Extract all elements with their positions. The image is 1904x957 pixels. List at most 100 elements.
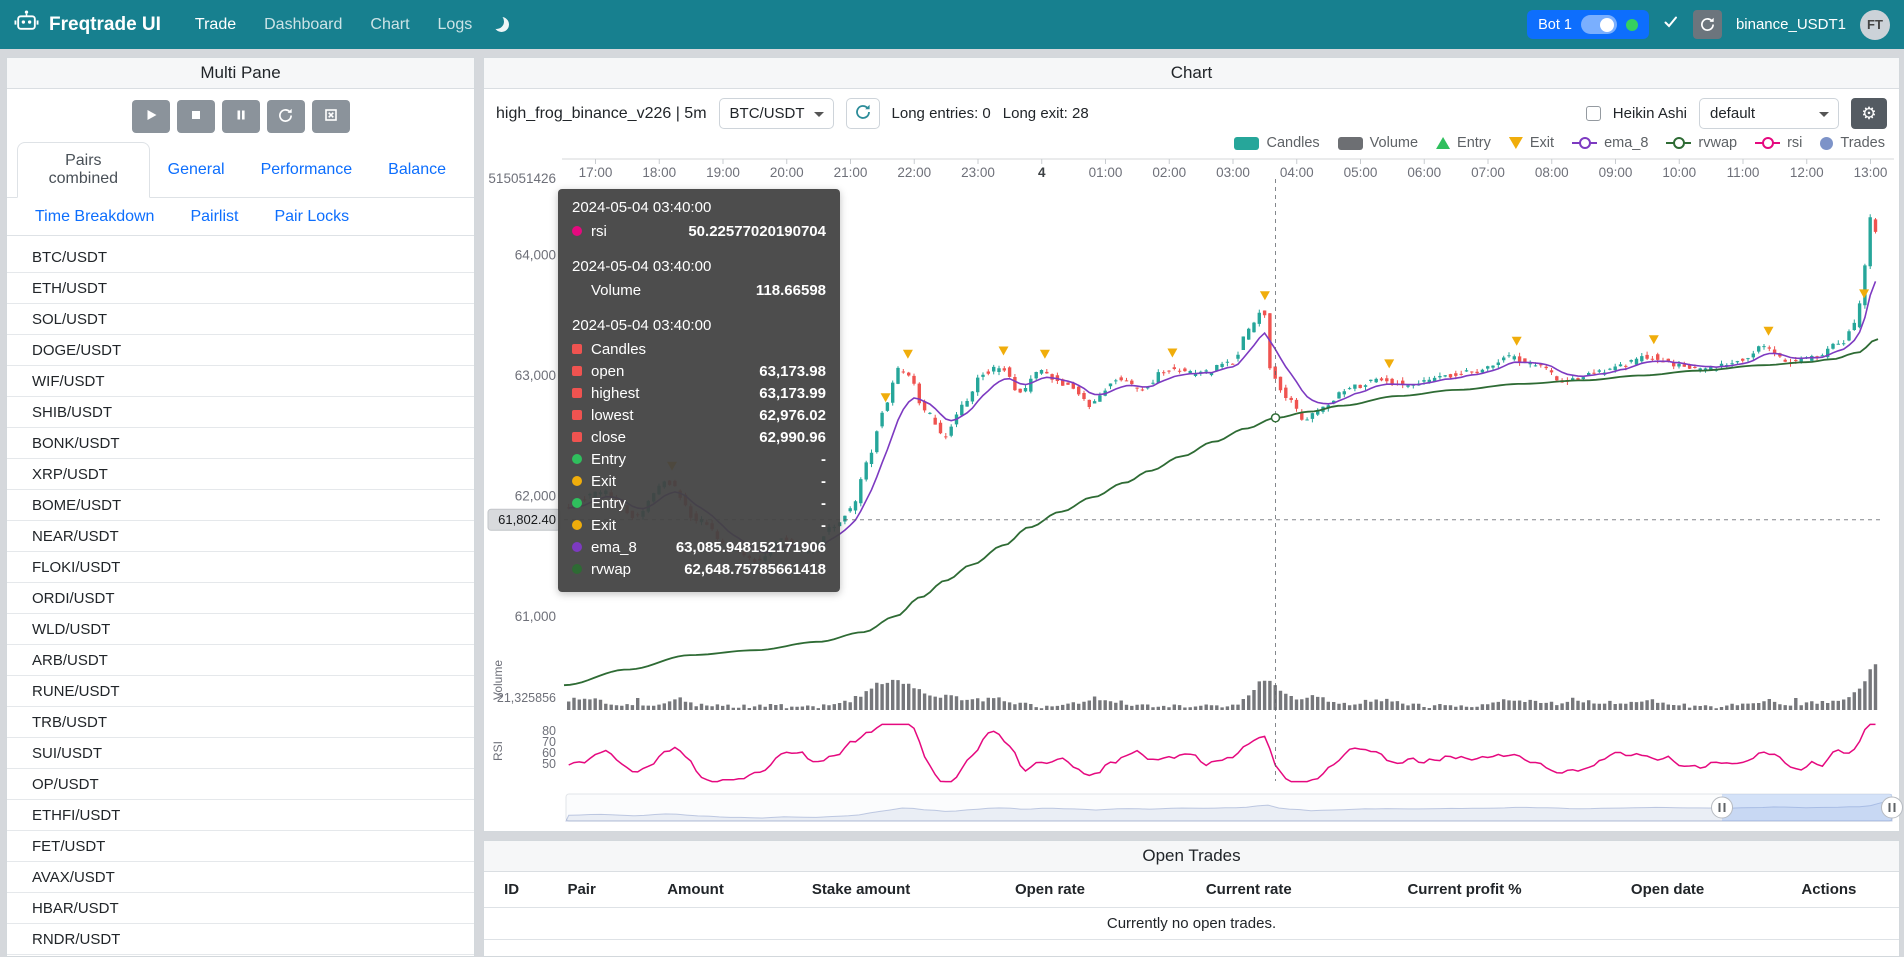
pair-row[interactable]: SHIB/USDT <box>7 397 474 428</box>
tooltip-row-volume: Volume 118.66598 <box>572 279 826 301</box>
svg-text:07:00: 07:00 <box>1471 165 1505 180</box>
strategy-timeframe-label: high_frog_binance_v226 | 5m <box>496 104 707 122</box>
pair-row[interactable]: BTC/USDT <box>7 242 474 273</box>
plot-settings-gear-button[interactable]: ⚙ <box>1851 98 1887 129</box>
nav-link[interactable]: Chart <box>370 15 410 33</box>
legend-item[interactable]: ema_8 <box>1572 135 1648 151</box>
nav-link[interactable]: Logs <box>437 15 473 33</box>
svg-text:19:00: 19:00 <box>706 165 740 180</box>
pair-row[interactable]: BONK/USDT <box>7 428 474 459</box>
chart-area[interactable]: 17:00 18:00 19:00 20:00 21:00 22:00 23:00 4 01:0… <box>484 151 1903 831</box>
main-content: Multi Pane Pairs combined General Performa… <box>0 49 1904 957</box>
nav-link[interactable]: Dashboard <box>264 15 343 33</box>
pane-tab[interactable]: Pair Locks <box>256 198 367 236</box>
exit-signal-marker <box>1384 359 1395 369</box>
series-marker-icon <box>572 564 582 574</box>
tooltip-row-rsi: rsi 50.22577020190704 <box>572 220 826 242</box>
chart-close-icon <box>324 108 338 125</box>
pane-tab[interactable]: Pairlist <box>172 198 256 236</box>
pane-tab[interactable]: Performance <box>243 142 371 198</box>
pair-row[interactable]: FET/USDT <box>7 831 474 862</box>
bot-selector[interactable]: Bot 1 <box>1527 10 1649 39</box>
navigator-selection[interactable] <box>1722 794 1892 821</box>
user-avatar[interactable]: FT <box>1860 9 1890 40</box>
pair-row[interactable]: HBAR/USDT <box>7 893 474 924</box>
pane-tab[interactable]: Balance <box>370 142 464 198</box>
pair-row[interactable]: ETH/USDT <box>7 273 474 304</box>
bot-toggle-switch[interactable] <box>1580 15 1617 34</box>
legend-item[interactable]: rvwap <box>1666 135 1737 151</box>
pair-row[interactable]: SOL/USDT <box>7 304 474 335</box>
plot-config-select[interactable]: default <box>1699 98 1839 129</box>
pair-row[interactable]: AVAX/USDT <box>7 862 474 893</box>
svg-text:61,802.40: 61,802.40 <box>498 512 556 527</box>
legend-item[interactable]: Entry <box>1436 135 1491 151</box>
pair-row[interactable]: RNDR/USDT <box>7 924 474 955</box>
reload-bot-button[interactable] <box>1692 10 1722 39</box>
brand-title: Freqtrade UI <box>49 13 161 35</box>
refresh-chart-button[interactable] <box>845 98 880 129</box>
legend-item[interactable]: Exit <box>1508 135 1554 151</box>
tooltip-value: 63,173.98 <box>759 362 826 380</box>
pair-row[interactable]: WIF/USDT <box>7 366 474 397</box>
column-header: Current rate <box>1205 881 1292 898</box>
pair-row[interactable]: TRB/USDT <box>7 707 474 738</box>
pair-row[interactable]: BOME/USDT <box>7 490 474 521</box>
navigator-handle[interactable] <box>1881 796 1903 819</box>
pane-tab[interactable]: Pairs combined <box>17 142 150 198</box>
exit-signal-marker <box>1259 291 1270 301</box>
pair-row[interactable]: ETHFI/USDT <box>7 800 474 831</box>
legend-item[interactable]: Trades <box>1820 135 1885 151</box>
pair-row[interactable]: WLD/USDT <box>7 614 474 645</box>
navigator-handle-grip-icon <box>1723 803 1726 812</box>
tooltip-row-entry: Entry - <box>572 448 826 470</box>
chart-canvas[interactable]: 17:00 18:00 19:00 20:00 21:00 22:00 23:00 4 01:0… <box>486 153 1903 829</box>
pause-button[interactable] <box>221 100 260 133</box>
column-header: Stake amount <box>811 881 911 898</box>
tooltip-value: - <box>821 494 826 512</box>
series-marker-icon <box>572 366 582 376</box>
stop-button[interactable] <box>176 100 215 133</box>
open-trades-panel: Open Trades ID Pair Amount Stake amount Open… <box>483 840 1900 957</box>
theme-toggle-moon-icon[interactable] <box>494 17 509 32</box>
pair-row[interactable]: XRP/USDT <box>7 459 474 490</box>
navigator-handle[interactable] <box>1711 796 1733 819</box>
pair-row[interactable]: DOGE/USDT <box>7 335 474 366</box>
pair-row[interactable]: ORDI/USDT <box>7 583 474 614</box>
rsi-line <box>568 723 1876 783</box>
column-header: Actions <box>1801 881 1857 898</box>
pair-row[interactable]: OP/USDT <box>7 769 474 800</box>
pair-row[interactable]: NEAR/USDT <box>7 521 474 552</box>
reload-icon <box>278 108 293 126</box>
pair-row[interactable]: AR/USDT <box>7 955 474 956</box>
reload-config-button[interactable] <box>266 100 305 133</box>
pair-select[interactable]: BTC/USDT <box>718 98 834 129</box>
start-button[interactable] <box>131 100 170 133</box>
legend-item[interactable]: Candles <box>1234 135 1320 151</box>
svg-text:06:00: 06:00 <box>1407 165 1441 180</box>
pair-row[interactable]: FLOKI/USDT <box>7 552 474 583</box>
pane-tab[interactable]: Time Breakdown <box>17 198 172 236</box>
heikin-ashi-checkbox[interactable] <box>1585 106 1601 121</box>
pair-row[interactable]: SUI/USDT <box>7 738 474 769</box>
brand[interactable]: Freqtrade UI <box>14 9 161 40</box>
forceexit-button[interactable] <box>311 100 350 133</box>
tooltip-label: Entry <box>591 450 627 468</box>
tooltip-row-candles: Candles <box>572 338 826 360</box>
column-header: Open rate <box>1014 881 1085 898</box>
pair-row[interactable]: ARB/USDT <box>7 645 474 676</box>
pane-tab[interactable]: General <box>150 142 243 198</box>
tooltip-label: Candles <box>591 340 647 358</box>
column-header: Current profit % <box>1407 881 1522 898</box>
legend-item[interactable]: rsi <box>1755 135 1802 151</box>
svg-text:64,000: 64,000 <box>515 248 556 263</box>
exit-signal-marker <box>998 346 1009 356</box>
nav-link[interactable]: Trade <box>194 15 237 33</box>
pair-row[interactable]: RUNE/USDT <box>7 676 474 707</box>
right-column: Chart high_frog_binance_v226 | 5m BTC/US… <box>483 57 1903 957</box>
legend-item[interactable]: Volume <box>1337 135 1418 151</box>
series-marker-icon <box>572 454 582 464</box>
legend-marker-icon <box>1337 136 1363 150</box>
volume-series <box>567 664 1878 710</box>
pane-tabs-row-1: Pairs combined General Performance Balance <box>7 142 474 198</box>
